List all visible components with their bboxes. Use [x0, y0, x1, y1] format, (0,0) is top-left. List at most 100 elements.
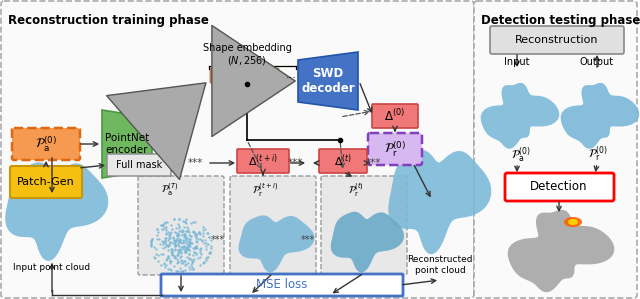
Point [170, 239, 180, 244]
Point [177, 245, 187, 249]
Text: ***: *** [365, 158, 381, 168]
Point [191, 239, 201, 244]
Point [179, 239, 189, 244]
Point [147, 236, 157, 241]
Point [190, 245, 200, 250]
Point [187, 260, 197, 265]
Point [189, 231, 200, 236]
Point [180, 241, 191, 246]
Point [180, 232, 190, 237]
Point [176, 245, 186, 250]
Point [198, 260, 209, 265]
Point [195, 254, 205, 259]
Point [165, 236, 175, 241]
Point [148, 244, 159, 249]
Point [158, 223, 168, 228]
Point [173, 223, 184, 228]
Point [185, 267, 195, 271]
Point [178, 245, 188, 249]
Point [193, 237, 203, 242]
Point [173, 242, 183, 247]
Point [179, 243, 189, 248]
Point [174, 244, 184, 248]
Point [179, 235, 189, 239]
Point [160, 226, 170, 231]
Text: ...: ... [286, 71, 297, 80]
Polygon shape [331, 212, 404, 272]
Point [147, 239, 157, 243]
Point [178, 228, 188, 233]
Point [167, 252, 177, 257]
FancyBboxPatch shape [237, 149, 289, 173]
Text: ***: *** [301, 235, 315, 245]
Point [156, 263, 166, 267]
Point [180, 246, 191, 251]
Point [194, 229, 204, 234]
Point [163, 243, 173, 248]
FancyBboxPatch shape [321, 176, 407, 275]
Point [182, 246, 193, 251]
Point [188, 219, 198, 224]
Point [168, 235, 179, 240]
Point [177, 247, 187, 252]
Point [181, 237, 191, 242]
Point [180, 219, 190, 224]
Point [184, 244, 194, 248]
Point [174, 216, 184, 221]
Point [147, 237, 157, 242]
Point [158, 246, 168, 251]
Point [158, 221, 168, 226]
Point [180, 248, 190, 253]
Point [194, 231, 204, 236]
Point [182, 254, 192, 259]
Point [171, 237, 181, 242]
Point [184, 256, 194, 261]
Point [195, 237, 205, 241]
Text: MSE loss: MSE loss [256, 278, 308, 292]
Point [172, 269, 182, 274]
Point [182, 247, 193, 251]
Point [203, 254, 213, 259]
Point [186, 263, 196, 268]
Point [202, 255, 212, 260]
Point [182, 247, 192, 252]
Point [195, 247, 205, 252]
Point [165, 240, 175, 245]
Point [184, 248, 194, 252]
Point [173, 235, 183, 240]
Point [172, 232, 182, 237]
Point [170, 248, 180, 253]
Point [205, 238, 216, 243]
Point [191, 244, 201, 249]
Point [166, 259, 176, 263]
Point [191, 235, 201, 239]
Point [157, 226, 167, 231]
Point [169, 264, 179, 269]
Point [166, 222, 176, 227]
Point [192, 246, 202, 251]
Point [189, 232, 200, 237]
Point [188, 259, 198, 264]
Point [160, 237, 170, 242]
Point [163, 230, 173, 235]
Point [191, 244, 201, 249]
Point [175, 239, 185, 244]
FancyBboxPatch shape [107, 154, 171, 176]
Text: $\mathcal{P}_{\mathrm{r}}^{(t+i)}$: $\mathcal{P}_{\mathrm{r}}^{(t+i)}$ [252, 181, 278, 199]
Point [157, 242, 168, 246]
Point [170, 239, 180, 243]
Text: SWD
decoder: SWD decoder [301, 67, 355, 95]
Point [185, 241, 195, 246]
Point [175, 236, 185, 241]
Point [179, 237, 189, 242]
Point [170, 244, 180, 248]
Point [191, 233, 202, 237]
Text: Reconstruction: Reconstruction [515, 35, 599, 45]
Point [179, 238, 189, 243]
Point [184, 251, 194, 256]
Point [202, 230, 212, 235]
Point [186, 233, 196, 238]
Point [181, 247, 191, 252]
Point [173, 229, 184, 234]
Text: Reconstructed
point cloud: Reconstructed point cloud [407, 255, 473, 275]
